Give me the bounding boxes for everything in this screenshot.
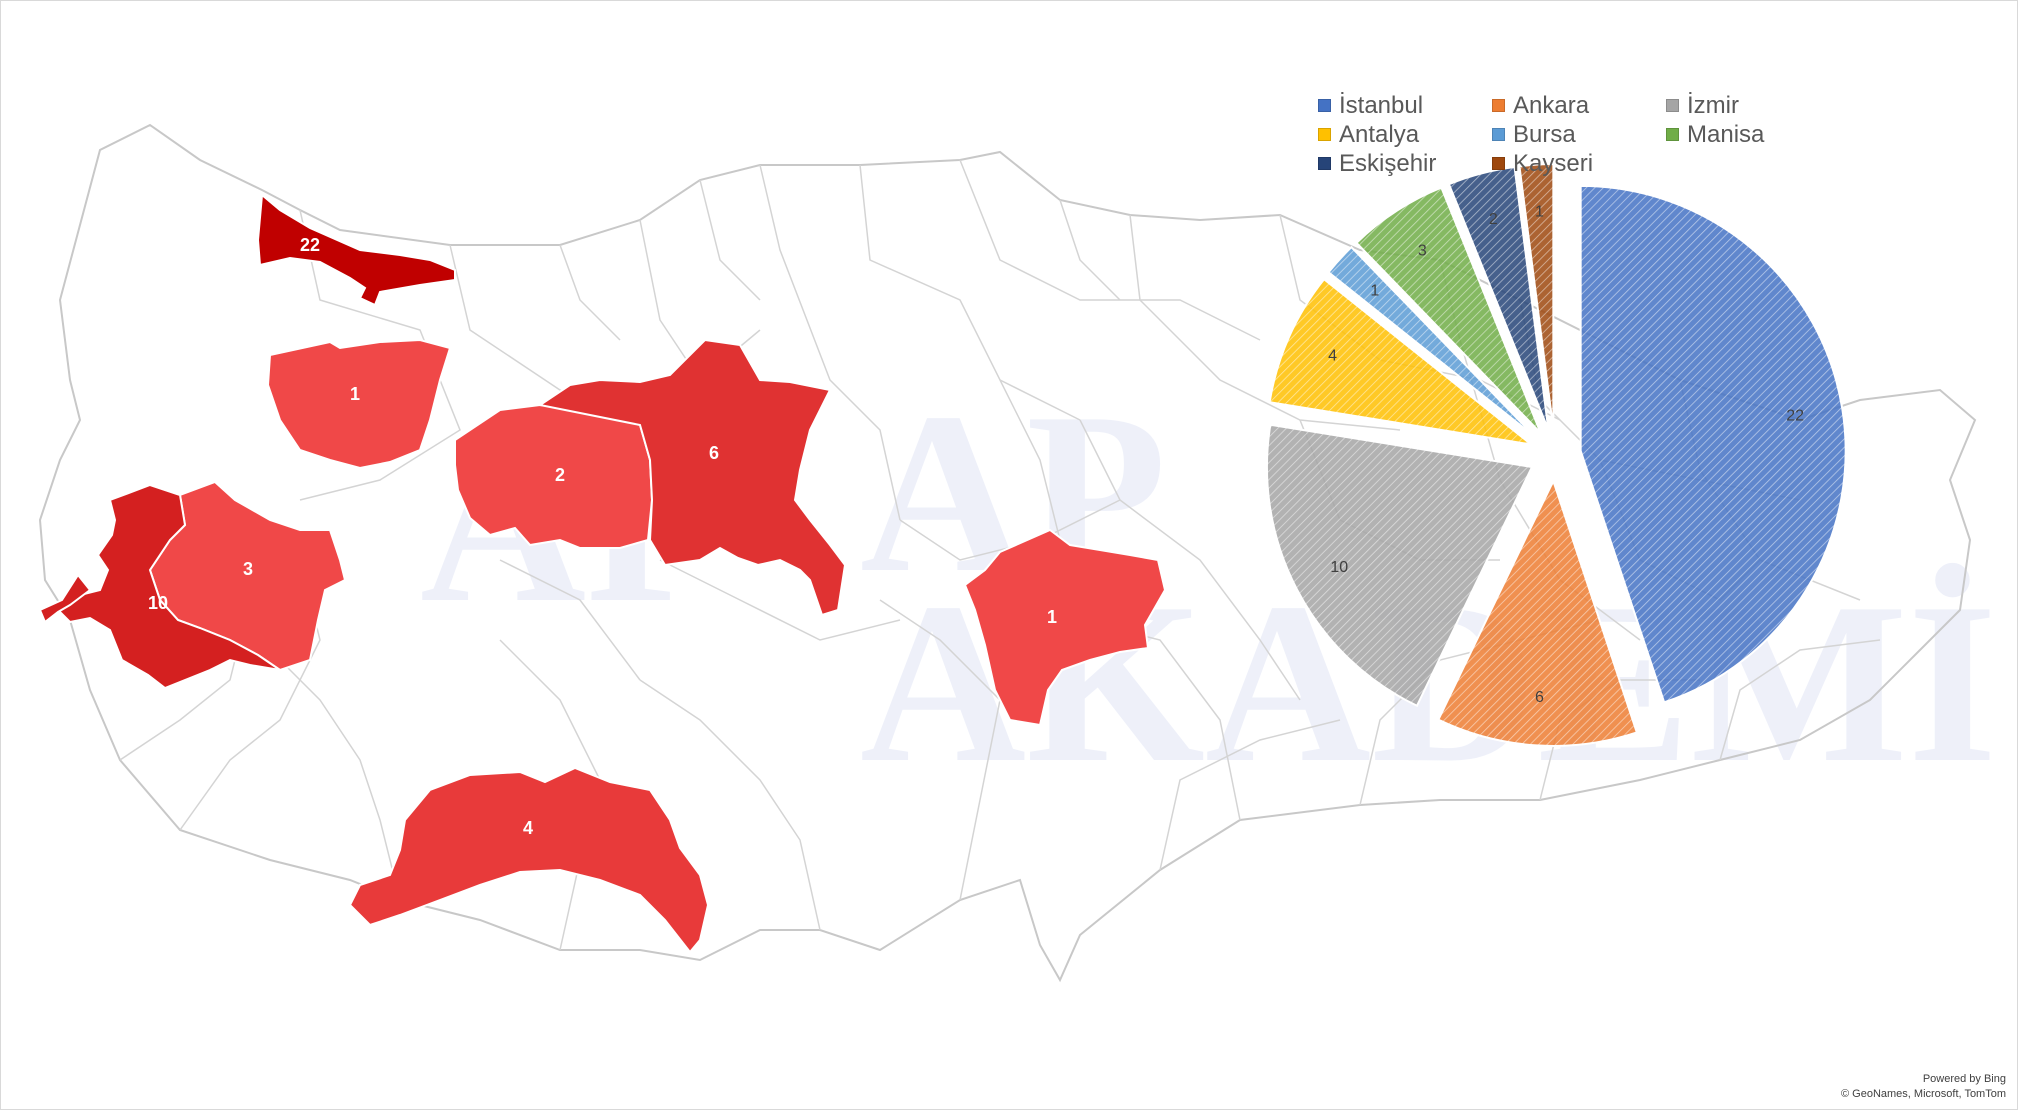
label-istanbul: 22 xyxy=(300,235,320,255)
label-antalya: 4 xyxy=(523,818,533,838)
legend-item: Antalya xyxy=(1318,121,1492,148)
legend-label: İzmir xyxy=(1687,91,1739,119)
legend-swatch xyxy=(1318,157,1331,170)
label-bursa: 1 xyxy=(350,384,360,404)
pie-slice-label: 4 xyxy=(1328,348,1337,365)
province-kayseri[interactable] xyxy=(963,528,1167,727)
pie-slice-pattern xyxy=(1328,247,1536,438)
legend-swatch xyxy=(1318,99,1331,112)
label-eskisehir: 2 xyxy=(555,465,565,485)
pie-slice-label: 3 xyxy=(1418,242,1427,259)
pie-slice-pattern xyxy=(1269,279,1532,445)
legend-item: İzmir xyxy=(1666,92,1840,119)
pie-slice-label: 1 xyxy=(1370,283,1379,300)
pie-slice-pattern xyxy=(1448,167,1549,430)
pie-slice-label: 10 xyxy=(1330,559,1348,576)
legend-label: Bursa xyxy=(1513,120,1576,148)
legend-item: İstanbul xyxy=(1318,92,1492,119)
legend-item: Eskişehir xyxy=(1318,150,1492,177)
legend-swatch xyxy=(1666,99,1679,112)
attribution-line-2: © GeoNames, Microsoft, TomTom xyxy=(1841,1088,2006,1100)
province-bursa[interactable] xyxy=(266,338,452,470)
highlighted-provinces xyxy=(38,193,1167,954)
legend-swatch xyxy=(1666,128,1679,141)
province-izmir-peninsula[interactable] xyxy=(38,573,92,624)
province-ankara[interactable] xyxy=(537,338,847,617)
legend-label: Eskişehir xyxy=(1339,149,1437,177)
legend-label: İstanbul xyxy=(1339,91,1424,119)
pie-slice-label: 22 xyxy=(1786,407,1804,424)
pie-slice-pattern xyxy=(1519,164,1554,430)
legend-swatch xyxy=(1318,128,1331,141)
attribution-line-1: Powered by Bing xyxy=(1922,1073,2006,1085)
label-manisa: 3 xyxy=(243,559,253,579)
pie-slice-pattern xyxy=(1438,480,1637,746)
province-eskisehir[interactable] xyxy=(454,403,654,549)
legend-label: Ankara xyxy=(1513,91,1590,119)
legend-swatch xyxy=(1492,128,1505,141)
legend-item: Bursa xyxy=(1492,121,1666,148)
legend-label: Manisa xyxy=(1687,120,1765,148)
legend-swatch xyxy=(1492,157,1505,170)
label-kayseri: 1 xyxy=(1047,607,1057,627)
pie-slice-pattern xyxy=(1266,424,1532,706)
pie-slice-pattern xyxy=(1356,187,1541,434)
legend-item: Ankara xyxy=(1492,92,1666,119)
province-labels: 22 1 2 6 3 10 4 1 xyxy=(148,235,1057,838)
pie-slice-label: 1 xyxy=(1535,203,1544,220)
map-attribution: Powered by Bing © GeoNames, Microsoft, T… xyxy=(1841,1072,2006,1102)
pie-slice-label: 6 xyxy=(1535,689,1544,706)
pie-chart: 22 6 10 4 1 3 2 1 xyxy=(1265,163,1847,747)
province-antalya[interactable] xyxy=(348,766,710,954)
province-izmir[interactable] xyxy=(56,483,281,690)
label-ankara: 6 xyxy=(709,443,719,463)
pie-slice-pattern xyxy=(1580,185,1846,703)
label-izmir: 10 xyxy=(148,593,168,613)
legend-item: Manisa xyxy=(1666,121,1840,148)
chart-legend: İstanbul Ankara İzmir Antalya Bursa Manisa Esk… xyxy=(1318,92,1838,177)
legend-label: Antalya xyxy=(1339,120,1420,148)
pie-slice-label: 2 xyxy=(1489,211,1498,228)
legend-swatch xyxy=(1492,99,1505,112)
legend-label: Kayseri xyxy=(1513,149,1594,177)
legend-item: Kayseri xyxy=(1492,150,1666,177)
province-istanbul[interactable] xyxy=(256,193,456,307)
